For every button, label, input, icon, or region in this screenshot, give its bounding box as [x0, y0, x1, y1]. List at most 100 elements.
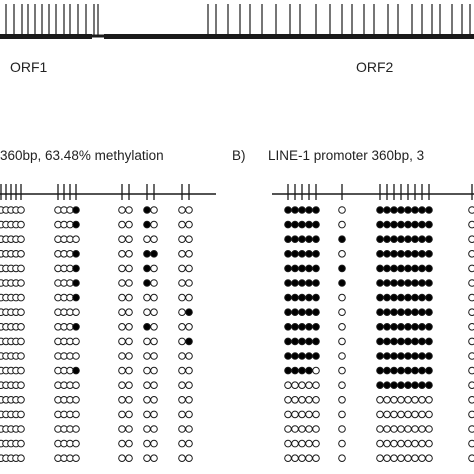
methylated-cpg-dot: [404, 337, 412, 346]
methylated-cpg-dot: [312, 279, 320, 287]
unmethylated-cpg-dot: [118, 396, 126, 404]
unmethylated-cpg-dot: [468, 439, 474, 448]
unmethylated-cpg-dot: [143, 425, 151, 433]
methylated-cpg-dot: [418, 264, 426, 273]
methylated-cpg-dot: [376, 308, 384, 317]
unmethylated-cpg-dot: [185, 206, 193, 214]
methylated-cpg-dot: [185, 337, 193, 346]
methylated-cpg-dot: [291, 366, 299, 375]
methylated-cpg-dot: [397, 250, 405, 258]
orf2-block: [104, 34, 474, 39]
unmethylated-cpg-dot: [468, 410, 474, 419]
methylated-cpg-dot: [305, 337, 313, 346]
unmethylated-cpg-dot: [338, 366, 346, 375]
panel-a-title: 360bp, 63.48% methylation: [0, 148, 164, 163]
unmethylated-cpg-dot: [468, 308, 474, 316]
unmethylated-cpg-dot: [143, 308, 151, 317]
methylated-cpg-dot: [72, 279, 80, 287]
methylated-cpg-dot: [338, 264, 346, 273]
unmethylated-cpg-dot: [150, 308, 158, 317]
methylated-cpg-dot: [404, 220, 412, 229]
methylated-cpg-dot: [390, 352, 398, 360]
methylated-cpg-dot: [72, 220, 80, 229]
line1-gene-map: [0, 4, 474, 39]
unmethylated-cpg-dot: [298, 454, 306, 463]
unmethylated-cpg-dot: [150, 220, 158, 229]
unmethylated-cpg-dot: [305, 439, 313, 448]
unmethylated-cpg-dot: [118, 410, 126, 419]
methylated-cpg-dot: [376, 264, 384, 273]
methylated-cpg-dot: [411, 352, 419, 360]
unmethylated-cpg-dot: [425, 454, 433, 463]
unmethylated-cpg-dot: [185, 235, 193, 243]
methylated-cpg-dot: [397, 279, 405, 287]
unmethylated-cpg-dot: [468, 279, 474, 287]
methylated-cpg-dot: [376, 279, 384, 287]
methylated-cpg-dot: [418, 293, 426, 302]
unmethylated-cpg-dot: [118, 308, 126, 317]
unmethylated-cpg-dot: [298, 410, 306, 419]
methylated-cpg-dot: [291, 308, 299, 317]
methylated-cpg-dot: [312, 235, 320, 243]
panel-a-cpg-ticks: [0, 184, 190, 200]
unmethylated-cpg-dot: [118, 323, 126, 331]
unmethylated-cpg-dot: [125, 220, 133, 229]
methylated-cpg-dot: [390, 264, 398, 273]
unmethylated-cpg-dot: [72, 454, 80, 463]
methylated-cpg-dot: [298, 308, 306, 317]
unmethylated-cpg-dot: [150, 264, 158, 273]
methylated-cpg-dot: [418, 250, 426, 258]
methylated-cpg-dot: [404, 352, 412, 360]
unmethylated-cpg-dot: [468, 206, 474, 214]
methylated-cpg-dot: [404, 264, 412, 273]
unmethylated-cpg-dot: [291, 439, 299, 448]
methylated-cpg-dot: [291, 250, 299, 258]
methylated-cpg-dot: [284, 337, 292, 346]
unmethylated-cpg-dot: [72, 381, 80, 390]
methylated-cpg-dot: [383, 220, 391, 229]
unmethylated-cpg-dot: [178, 220, 186, 229]
panel-b-cpg-map: [272, 184, 474, 200]
unmethylated-cpg-dot: [143, 410, 151, 419]
unmethylated-cpg-dot: [17, 366, 25, 375]
unmethylated-cpg-dot: [411, 439, 419, 448]
methylated-cpg-dot: [298, 206, 306, 214]
unmethylated-cpg-dot: [312, 381, 320, 390]
methylated-cpg-dot: [338, 235, 346, 243]
methylated-cpg-dot: [383, 293, 391, 302]
unmethylated-cpg-dot: [418, 410, 426, 419]
methylated-cpg-dot: [312, 352, 320, 360]
unmethylated-cpg-dot: [118, 439, 126, 448]
unmethylated-cpg-dot: [17, 235, 25, 243]
unmethylated-cpg-dot: [185, 410, 193, 419]
unmethylated-cpg-dot: [291, 396, 299, 404]
methylated-cpg-dot: [298, 352, 306, 360]
unmethylated-cpg-dot: [305, 425, 313, 433]
panel-b-letter: B): [232, 148, 246, 163]
unmethylated-cpg-dot: [178, 439, 186, 448]
methylated-cpg-dot: [312, 250, 320, 258]
panel-a-clone-grid: [0, 206, 193, 463]
panel-b-cpg-ticks: [287, 184, 473, 200]
methylated-cpg-dot: [298, 235, 306, 243]
unmethylated-cpg-dot: [178, 454, 186, 463]
unmethylated-cpg-dot: [17, 410, 25, 419]
unmethylated-cpg-dot: [376, 454, 384, 463]
methylated-cpg-dot: [383, 352, 391, 360]
methylated-cpg-dot: [411, 308, 419, 317]
unmethylated-cpg-dot: [425, 425, 433, 433]
methylated-cpg-dot: [150, 250, 158, 258]
unmethylated-cpg-dot: [383, 454, 391, 463]
unmethylated-cpg-dot: [178, 279, 186, 287]
unmethylated-cpg-dot: [17, 323, 25, 331]
unmethylated-cpg-dot: [468, 366, 474, 375]
unmethylated-cpg-dot: [118, 264, 126, 273]
unmethylated-cpg-dot: [17, 425, 25, 433]
methylated-cpg-dot: [397, 235, 405, 243]
unmethylated-cpg-dot: [185, 293, 193, 302]
unmethylated-cpg-dot: [312, 425, 320, 433]
methylated-cpg-dot: [418, 352, 426, 360]
methylated-cpg-dot: [390, 323, 398, 331]
unmethylated-cpg-dot: [338, 454, 346, 463]
methylated-cpg-dot: [312, 220, 320, 229]
